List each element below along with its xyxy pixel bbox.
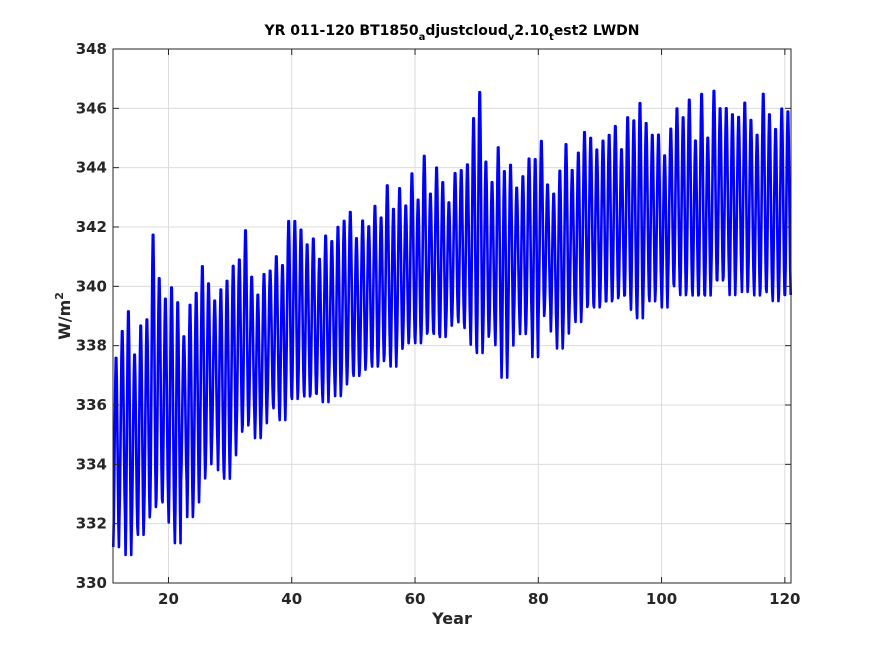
x-axis-label: Year — [431, 609, 472, 628]
chart-title-part: djustcloud — [425, 23, 508, 39]
y-axis-label-sup: 2 — [53, 292, 66, 300]
y-tick-label: 336 — [76, 396, 107, 414]
y-tick-label: 332 — [76, 515, 107, 533]
plot-frame — [112, 48, 792, 584]
chart-title-part: est2 LWDN — [554, 23, 640, 39]
series-layer — [111, 89, 793, 557]
y-axis-label-base: W/m — [55, 300, 74, 340]
chart-title: YR 011-120 BT1850adjustcloudv2.10test2 L… — [264, 23, 640, 43]
chart-title-subscript: t — [549, 32, 554, 43]
y-axis-label: W/m2 — [53, 292, 74, 340]
y-tick-label: 340 — [76, 277, 107, 295]
y-tick-label: 338 — [76, 337, 107, 355]
chart-title-subscript: a — [419, 32, 426, 43]
y-axis-ticks: 330 332 334 336 338 340 342 344 346 348 — [76, 40, 791, 592]
y-tick-label: 330 — [76, 574, 107, 592]
y-tick-label: 334 — [76, 455, 107, 473]
lwdn-series-line — [111, 89, 793, 557]
y-tick-label: 344 — [76, 159, 107, 177]
x-tick-label: 80 — [528, 590, 549, 608]
x-tick-label: 40 — [281, 590, 302, 608]
y-tick-label: 342 — [76, 218, 107, 236]
y-tick-label: 348 — [76, 40, 107, 58]
x-tick-label: 120 — [769, 590, 800, 608]
chart-title-subscript: v — [508, 32, 515, 43]
x-tick-label: 100 — [646, 590, 677, 608]
x-tick-label: 60 — [405, 590, 426, 608]
y-tick-label: 346 — [76, 99, 107, 117]
x-tick-label: 20 — [158, 590, 179, 608]
x-axis-ticks: 20 40 60 80 100 120 — [158, 49, 800, 608]
chart-title-part: YR 011-120 BT1850 — [264, 23, 419, 39]
chart-title-part: 2.10 — [514, 23, 549, 39]
